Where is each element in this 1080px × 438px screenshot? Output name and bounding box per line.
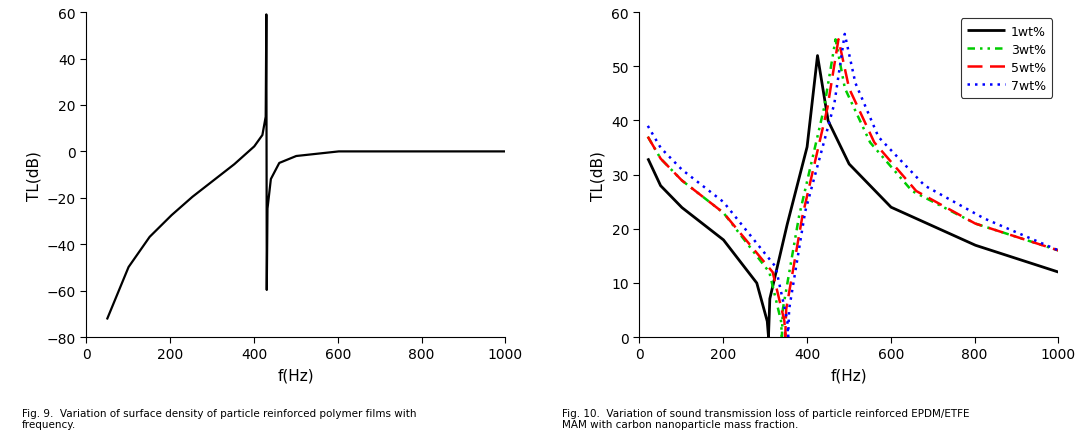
- Y-axis label: TL(dB): TL(dB): [26, 150, 41, 200]
- 3wt%: [968, 221, 981, 226]
- 5wt%: [946, 209, 959, 214]
- 7wt%: [902, 167, 915, 172]
- 5wt%: [779, 335, 792, 340]
- X-axis label: f(Hz): f(Hz): [831, 367, 867, 382]
- Line: 7wt%: 7wt%: [648, 35, 1058, 337]
- 7wt%: [885, 148, 897, 153]
- Line: 3wt%: 3wt%: [648, 40, 1058, 337]
- 1wt%: [762, 334, 775, 339]
- 1wt%: [791, 186, 804, 191]
- 1wt%: [902, 213, 915, 219]
- 5wt%: [642, 135, 654, 140]
- 5wt%: [791, 247, 804, 253]
- X-axis label: f(Hz): f(Hz): [278, 367, 314, 382]
- 5wt%: [968, 221, 981, 226]
- Legend: 1wt%, 3wt%, 5wt%, 7wt%: 1wt%, 3wt%, 5wt%, 7wt%: [961, 19, 1052, 99]
- 1wt%: [642, 156, 654, 162]
- 7wt%: [1052, 248, 1065, 254]
- 5wt%: [885, 160, 897, 165]
- 1wt%: [662, 192, 675, 197]
- 1wt%: [946, 233, 959, 238]
- 3wt%: [1052, 248, 1065, 254]
- 1wt%: [1052, 270, 1065, 275]
- 3wt%: [662, 165, 675, 170]
- 7wt%: [838, 32, 851, 38]
- 7wt%: [968, 211, 981, 216]
- 3wt%: [902, 185, 915, 191]
- 3wt%: [791, 228, 804, 233]
- 5wt%: [832, 38, 845, 43]
- Line: 5wt%: 5wt%: [648, 40, 1058, 337]
- 3wt%: [829, 38, 842, 43]
- Text: Fig. 9.  Variation of surface density of particle reinforced polymer films with
: Fig. 9. Variation of surface density of …: [22, 408, 416, 429]
- 1wt%: [811, 54, 824, 59]
- 5wt%: [1052, 248, 1065, 254]
- 3wt%: [946, 210, 959, 215]
- 1wt%: [885, 205, 897, 210]
- Y-axis label: TL(dB): TL(dB): [591, 150, 606, 200]
- Text: Fig. 10.  Variation of sound transmission loss of particle reinforced EPDM/ETFE
: Fig. 10. Variation of sound transmission…: [562, 408, 969, 429]
- 7wt%: [791, 262, 804, 267]
- 3wt%: [885, 165, 897, 170]
- 5wt%: [662, 165, 675, 170]
- 5wt%: [902, 180, 915, 186]
- 3wt%: [642, 135, 654, 140]
- 1wt%: [968, 243, 981, 248]
- 7wt%: [946, 199, 959, 204]
- 7wt%: [782, 334, 795, 339]
- 7wt%: [662, 154, 675, 159]
- 7wt%: [642, 124, 654, 129]
- 3wt%: [775, 335, 788, 340]
- Line: 1wt%: 1wt%: [648, 57, 1058, 337]
